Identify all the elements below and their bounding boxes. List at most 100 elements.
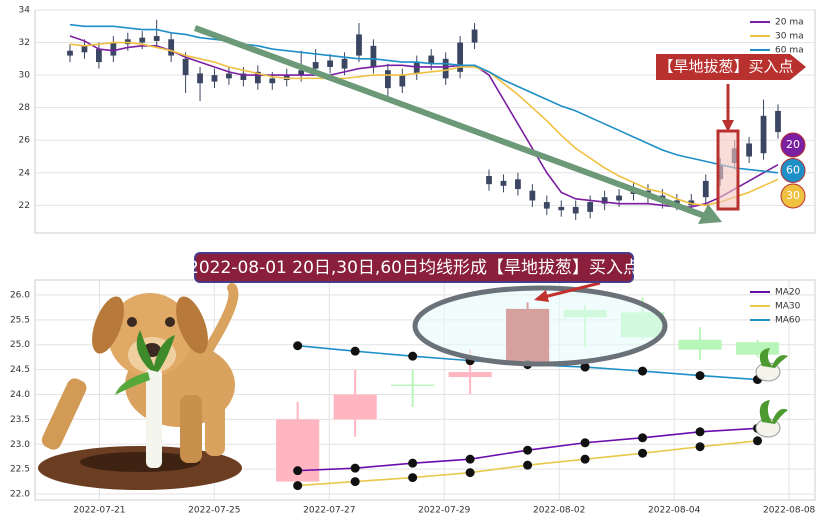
y-tick-label: 24 <box>19 168 31 178</box>
chart-title: 2022-08-01 20日,30日,60日均线形成【旱地拔葱】买入点 <box>188 258 640 278</box>
ma-badge <box>780 158 806 183</box>
illustration-shape <box>115 372 150 395</box>
illustration-shape <box>205 390 225 456</box>
y-tick-label: 32 <box>19 38 30 48</box>
ma-point <box>638 433 648 443</box>
ma-point <box>580 438 590 448</box>
ma-badge-label: 60 <box>786 164 800 177</box>
y-tick-label: 28 <box>19 103 31 113</box>
leek-icon <box>755 400 788 438</box>
ma-point <box>523 445 533 455</box>
ma-point <box>408 473 418 483</box>
y-tick-label: 24.5 <box>10 365 30 375</box>
illustration-shape <box>146 368 162 468</box>
ma-point <box>465 454 475 464</box>
highlight-box <box>716 129 740 211</box>
candle-body <box>370 45 377 67</box>
candle-body <box>529 190 536 201</box>
candle-body <box>168 39 175 56</box>
candle-body <box>139 37 146 43</box>
x-tick-label: 2022-08-02 <box>533 506 585 516</box>
candle-body <box>471 29 478 43</box>
trend-arrow <box>193 25 707 219</box>
candle-body <box>341 58 348 69</box>
ma-line <box>69 41 779 207</box>
candle-body <box>298 70 305 76</box>
ma-point <box>408 351 418 361</box>
y-tick-label: 34 <box>19 6 31 16</box>
candle-body <box>442 58 449 79</box>
y-tick-label: 25.0 <box>10 340 30 350</box>
ma-badge <box>780 183 806 209</box>
candle-body <box>558 206 565 211</box>
ma-point <box>293 481 303 491</box>
legend-label: 30 ma <box>775 32 804 42</box>
legend-label: MA60 <box>775 316 801 326</box>
leek-icon <box>755 348 788 382</box>
illustration-shape <box>92 296 124 354</box>
y-tick-label: 24.0 <box>10 390 30 400</box>
plot-area <box>34 9 816 234</box>
signal-arrow <box>543 281 601 299</box>
ma-line <box>69 23 779 174</box>
y-tick-label: 22.5 <box>10 465 30 475</box>
illustration-shape <box>136 330 175 372</box>
y-tick-label: 26.0 <box>10 290 30 300</box>
highlight-ellipse <box>412 285 668 367</box>
illustration-shape <box>80 452 200 472</box>
ma-point <box>638 448 648 458</box>
candle-body <box>448 372 492 378</box>
x-tick-label: 2022-08-04 <box>648 506 701 516</box>
signal-arrow-head <box>534 290 549 302</box>
ma-point <box>293 341 303 351</box>
candle-body <box>678 339 722 350</box>
ma-point <box>580 362 590 372</box>
illustration-shape <box>176 296 208 354</box>
candle-body <box>211 75 218 82</box>
illustration-shape <box>759 348 788 368</box>
candle-body <box>182 58 189 76</box>
candle-body <box>735 342 780 355</box>
candle-body <box>240 73 247 80</box>
illustration-shape <box>41 378 87 450</box>
candle-body <box>384 70 391 89</box>
candle-body <box>153 36 160 41</box>
y-tick-label: 22.0 <box>10 490 30 500</box>
candle-body <box>616 195 622 201</box>
legend-label: 60 ma <box>775 46 804 56</box>
candle-body <box>110 42 117 56</box>
y-tick-label: 23.5 <box>10 415 30 425</box>
ma-point <box>523 460 533 470</box>
y-tick-label: 26 <box>19 136 31 146</box>
ma-point <box>695 427 705 437</box>
candle-body <box>269 78 276 84</box>
candle-body <box>124 39 131 45</box>
ma-point <box>638 366 648 376</box>
legend-label: 20 ma <box>775 18 804 28</box>
illustration-shape <box>127 317 137 327</box>
trend-arrow-head <box>698 204 722 224</box>
candle-body <box>702 180 709 198</box>
candle-body <box>543 202 550 209</box>
illustration-shape <box>759 400 788 424</box>
y-tick-label: 30 <box>19 71 31 81</box>
legend-label: MA30 <box>775 302 801 312</box>
ma-badge-label: 30 <box>786 189 800 202</box>
candle-body <box>67 50 73 56</box>
illustration-shape <box>200 283 239 360</box>
ma-badge-label: 20 <box>786 138 800 151</box>
candle-body <box>226 73 232 79</box>
candle-body <box>283 75 290 80</box>
ma-point <box>753 436 763 446</box>
decorations <box>38 25 788 490</box>
candle-body <box>760 115 767 154</box>
ma-point <box>408 458 418 468</box>
annotation-banner <box>656 54 806 80</box>
y-tick-label: 25.5 <box>10 315 30 325</box>
annotation-text: 【旱地拔葱】买入点 <box>658 58 793 76</box>
x-tick-label: 2022-07-29 <box>418 506 471 516</box>
candle-body <box>391 384 435 387</box>
x-tick-label: 2022-07-27 <box>303 506 355 516</box>
candle-body <box>327 60 333 67</box>
ma-point <box>350 463 360 473</box>
